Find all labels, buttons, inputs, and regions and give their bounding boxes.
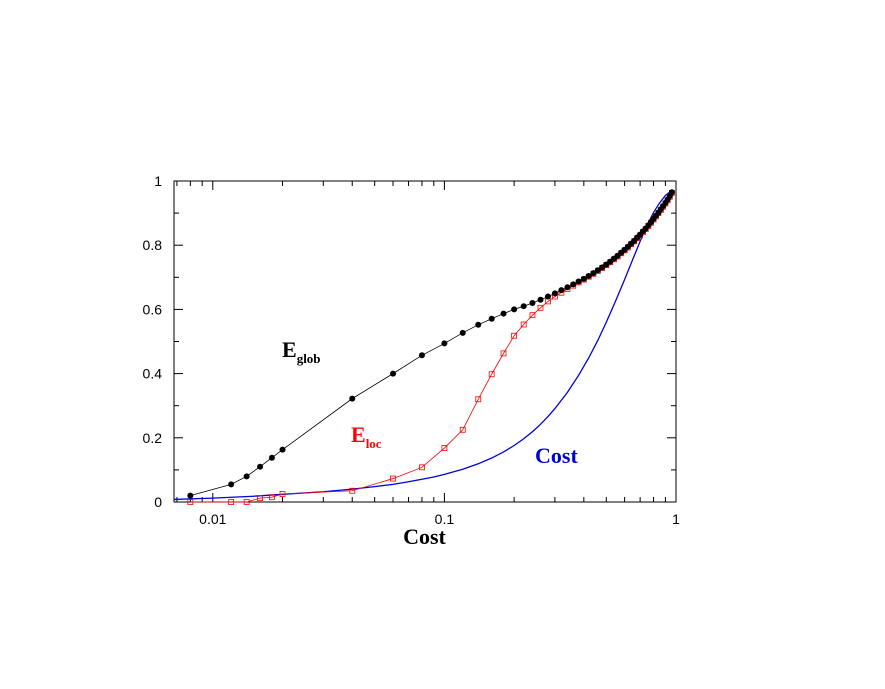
data-point — [520, 321, 527, 328]
data-point — [268, 454, 275, 461]
plot-border — [173, 180, 677, 503]
data-point — [590, 270, 597, 277]
data-point — [279, 491, 286, 497]
data-point — [511, 306, 518, 313]
data-point — [441, 445, 448, 451]
data-point — [228, 499, 235, 505]
y-tick-label: 0.2 — [143, 430, 163, 446]
data-point — [585, 273, 592, 280]
data-point — [500, 310, 507, 317]
annotation-main: Cost — [535, 443, 578, 468]
data-point — [349, 487, 356, 494]
data-point — [257, 495, 263, 502]
data-point — [594, 267, 601, 274]
series-line — [173, 190, 673, 501]
series-line — [190, 192, 673, 496]
data-point — [475, 396, 482, 403]
data-point — [279, 446, 286, 453]
y-tick-label: 0 — [154, 494, 162, 510]
x-axis-label: Cost — [403, 524, 446, 549]
data-point — [187, 492, 194, 499]
x-tick-label: 0.01 — [199, 511, 226, 527]
y-tick-label: 0.4 — [143, 366, 163, 382]
data-point — [551, 290, 558, 297]
y-axis: 0 0.2 0.4 0.6 0.8 1 — [143, 173, 676, 510]
series-cost — [173, 190, 673, 501]
data-point — [228, 481, 235, 488]
data-point — [419, 464, 425, 471]
data-point — [187, 499, 194, 505]
data-point — [243, 473, 250, 480]
data-point — [511, 332, 518, 339]
plot-frame — [173, 180, 677, 503]
annotation-subscript: glob — [297, 351, 321, 366]
data-point — [500, 350, 507, 357]
y-tick-label: 1 — [154, 173, 162, 189]
data-point — [488, 315, 495, 322]
data-point — [269, 494, 275, 501]
annotation-subscript: loc — [366, 436, 382, 451]
data-point — [564, 284, 571, 291]
data-point — [475, 321, 482, 328]
data-point — [243, 499, 250, 505]
annotation-e-glob: Eglob — [282, 337, 321, 366]
data-point — [257, 463, 264, 470]
annotation-main: E — [282, 337, 297, 362]
data-point — [349, 395, 356, 402]
data-point — [537, 296, 544, 303]
x-tick-label: 0.1 — [435, 511, 455, 527]
annotation-e-loc: Eloc — [351, 422, 382, 451]
x-tick-label: 1 — [672, 511, 680, 527]
data-point — [544, 293, 551, 300]
data-point — [418, 352, 425, 359]
data-point — [488, 371, 495, 378]
data-point — [537, 304, 544, 311]
annotation-cost: Cost — [535, 443, 578, 468]
data-point — [459, 329, 466, 336]
series-layer — [173, 189, 675, 505]
data-point — [390, 475, 396, 482]
data-point — [668, 189, 675, 196]
data-point — [441, 340, 448, 347]
data-point — [529, 299, 536, 306]
y-tick-label: 0.8 — [143, 237, 163, 253]
data-point — [558, 287, 565, 294]
data-point — [580, 275, 587, 282]
x-axis: 0.01 0.1 1 — [176, 181, 680, 527]
series-line — [190, 192, 673, 503]
y-tick-label: 0.6 — [143, 301, 163, 317]
annotation-main: E — [351, 422, 366, 447]
data-point — [390, 370, 397, 377]
data-point — [520, 303, 527, 310]
data-point — [570, 281, 577, 288]
series-e-glob — [187, 189, 675, 499]
data-point — [529, 312, 536, 319]
data-point — [575, 278, 582, 285]
series-e-loc — [187, 189, 675, 505]
data-point — [459, 426, 466, 433]
